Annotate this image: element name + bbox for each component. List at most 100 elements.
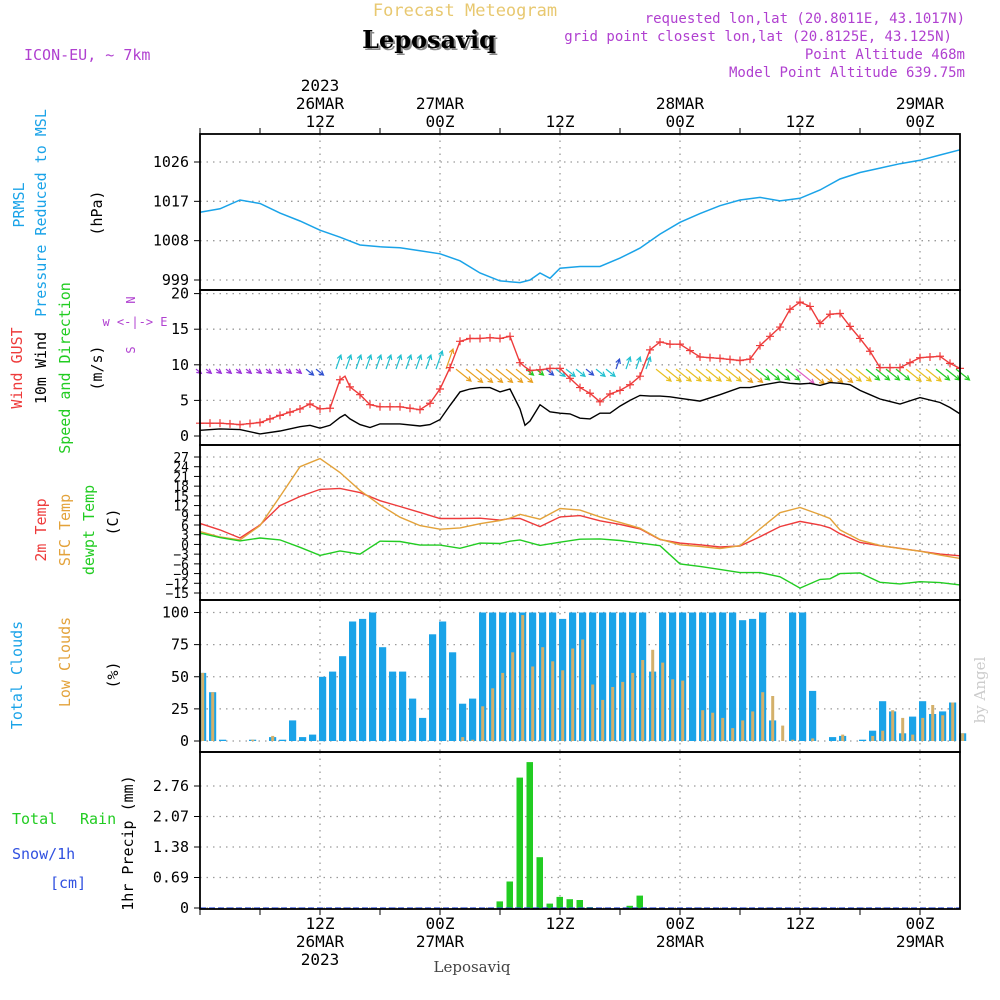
ytick-label: 15 <box>171 320 189 338</box>
wind-arrow <box>295 368 303 375</box>
total-cloud-bar <box>289 720 297 741</box>
xtick-label-top: 29MAR <box>896 94 945 113</box>
low-cloud-bar <box>961 733 965 741</box>
wind-arrow <box>925 368 942 382</box>
wind-arrow <box>315 368 325 376</box>
low-cloud-bar <box>201 672 205 741</box>
gust-marker <box>616 386 624 395</box>
low-cloud-bar <box>511 652 515 741</box>
precip-bar <box>526 762 533 908</box>
wind-arrow <box>735 368 754 384</box>
low-cloud-bar <box>841 734 845 741</box>
total-cloud-bar <box>909 716 917 741</box>
gust-marker <box>806 302 814 311</box>
xtick-label-top: 00Z <box>666 112 695 131</box>
low-cloud-bar <box>661 662 665 741</box>
ytick-label: 1008 <box>153 232 189 250</box>
wind-arrow <box>685 368 702 382</box>
wind-arrow <box>745 368 764 384</box>
footer-location: Leposaviq <box>434 958 511 976</box>
gust-marker <box>846 322 854 331</box>
gust-marker <box>366 400 374 409</box>
total-cloud-bar <box>479 612 487 741</box>
gust-marker <box>606 389 614 398</box>
pressure-labels: PRMSL Pressure Reduced to MSL (hPa) <box>10 109 106 317</box>
gust-marker <box>716 354 724 363</box>
wind-arrow <box>305 368 315 376</box>
precip-bar <box>626 905 633 908</box>
total-cloud-bar <box>429 634 437 741</box>
precip-bar <box>546 903 553 908</box>
gust-marker <box>506 332 514 341</box>
low-cloud-bar <box>551 661 555 741</box>
low-cloud-bar <box>541 647 545 741</box>
total-cloud-bar <box>439 621 447 741</box>
gust-marker <box>296 404 304 413</box>
ytick-label: 75 <box>171 636 189 654</box>
page-title: Leposaviq <box>362 25 496 54</box>
wind-arrow <box>515 368 534 384</box>
gust-marker <box>586 389 594 398</box>
total-cloud-bar <box>309 734 317 741</box>
temp-label-2m: 2m Temp <box>32 498 50 561</box>
ytick-label: 0 <box>180 427 189 445</box>
gust-marker <box>286 408 294 417</box>
gust-marker <box>376 402 384 411</box>
total-cloud-bar <box>379 647 387 741</box>
xtick-label-top: 00Z <box>906 112 935 131</box>
wind-label-dir: Speed and Direction <box>56 282 74 454</box>
wind-arrow <box>495 368 514 384</box>
total-cloud-bar <box>749 618 757 741</box>
gust-marker <box>666 340 674 349</box>
wind-arrow <box>885 368 901 381</box>
total-cloud-bar <box>609 612 617 741</box>
low-cloud-bar <box>941 715 945 741</box>
ytick-label: 6 <box>181 519 189 534</box>
low-cloud-bar <box>931 705 935 741</box>
low-cloud-bar <box>471 739 475 741</box>
gust-marker <box>746 355 754 364</box>
ytick-label: 0 <box>180 899 189 917</box>
gust-marker <box>736 356 744 365</box>
compass-we: w <-|-> E <box>102 315 167 329</box>
gust-marker <box>766 332 774 341</box>
wind-arrow <box>725 368 742 382</box>
cloud-unit: (%) <box>104 661 122 688</box>
xtick-label-bottom: 12Z <box>306 914 335 933</box>
low-cloud-bar <box>631 672 635 741</box>
wind-arrow <box>905 368 922 382</box>
precip-bar <box>516 777 523 908</box>
wind-unit: (m/s) <box>88 345 106 390</box>
low-cloud-bar <box>251 739 255 741</box>
gust-marker <box>626 380 634 389</box>
total-cloud-bar <box>879 701 887 741</box>
ytick-label: −3 <box>173 548 189 563</box>
ytick-label: 5 <box>180 391 189 409</box>
low-cloud-bar <box>951 702 955 741</box>
ytick-label: 12 <box>173 500 189 515</box>
wind-arrow <box>405 353 413 370</box>
low-cloud-bar <box>791 739 795 741</box>
wind-arrow <box>915 368 932 382</box>
total-cloud-bar <box>669 612 677 741</box>
gust-marker <box>946 359 954 368</box>
xtick-label-bottom: 27MAR <box>416 932 465 951</box>
xtick-label-bottom: 26MAR <box>296 932 345 951</box>
gust-marker <box>266 414 274 423</box>
total-cloud-bar <box>689 612 697 741</box>
ytick-label: −9 <box>173 568 189 583</box>
total-cloud-bar <box>789 612 797 741</box>
wind-arrow <box>555 368 566 378</box>
low-cloud-bar <box>591 684 595 741</box>
wind-arrow <box>755 368 771 381</box>
gust-marker <box>656 338 664 347</box>
ytick-label: 15 <box>173 490 189 505</box>
xtick-label-bottom: 29MAR <box>896 932 945 951</box>
total-cloud-bar <box>809 690 817 741</box>
xtick-label-bottom: 00Z <box>666 914 695 933</box>
precip-label-total: Total <box>12 810 57 828</box>
gust-marker <box>526 366 534 375</box>
wind-arrow <box>475 368 494 384</box>
panel-frame-2 <box>199 444 961 601</box>
